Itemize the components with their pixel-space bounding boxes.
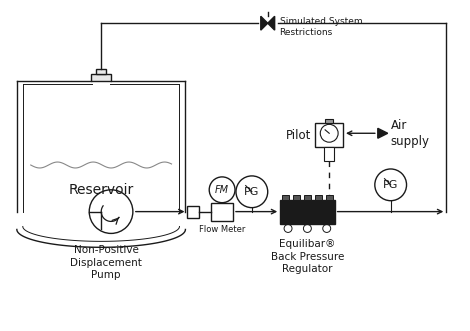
Bar bbox=[211, 203, 233, 220]
Text: Non-Positive
Displacement
Pump: Non-Positive Displacement Pump bbox=[70, 245, 142, 280]
Bar bbox=[188, 206, 199, 217]
Circle shape bbox=[209, 177, 235, 203]
Text: Simulated System
Restrictions: Simulated System Restrictions bbox=[280, 17, 362, 37]
Text: PG: PG bbox=[244, 187, 259, 197]
Circle shape bbox=[236, 176, 268, 208]
Circle shape bbox=[89, 190, 133, 233]
Bar bbox=[280, 200, 335, 223]
Bar bbox=[304, 195, 311, 200]
Text: Pilot: Pilot bbox=[286, 129, 311, 142]
Text: FM: FM bbox=[215, 185, 229, 195]
Text: Flow Meter: Flow Meter bbox=[199, 224, 245, 233]
Bar bbox=[91, 74, 111, 81]
Bar bbox=[293, 195, 300, 200]
Bar bbox=[326, 195, 333, 200]
Text: Equilibar®
Back Pressure
Regulator: Equilibar® Back Pressure Regulator bbox=[271, 239, 344, 274]
Text: Air
supply: Air supply bbox=[391, 119, 430, 148]
Bar bbox=[315, 195, 322, 200]
Bar bbox=[282, 195, 289, 200]
Text: Reservoir: Reservoir bbox=[69, 183, 134, 197]
Bar bbox=[315, 123, 343, 147]
Bar bbox=[324, 147, 334, 161]
Polygon shape bbox=[261, 16, 268, 30]
Bar bbox=[325, 119, 333, 123]
Polygon shape bbox=[378, 128, 388, 138]
Text: PG: PG bbox=[383, 180, 399, 190]
Circle shape bbox=[375, 169, 407, 201]
Polygon shape bbox=[268, 16, 274, 30]
Bar bbox=[96, 69, 106, 74]
